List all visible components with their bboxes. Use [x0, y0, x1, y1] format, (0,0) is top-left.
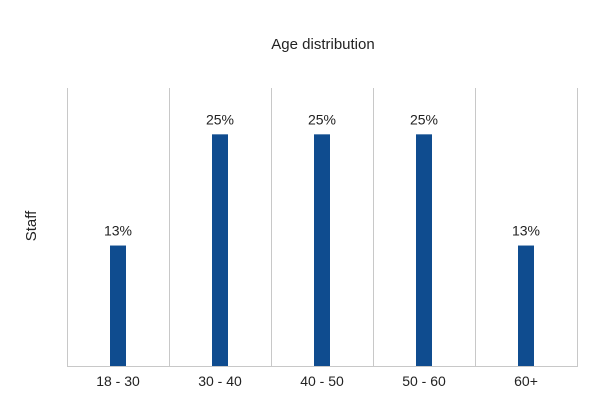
x-tick-label: 18 - 30	[96, 373, 140, 389]
data-labels: 13% 25% 25% 25% 13%	[104, 111, 540, 238]
bar	[416, 134, 432, 366]
data-label: 13%	[512, 223, 540, 239]
data-label: 13%	[104, 223, 132, 239]
data-label: 25%	[410, 111, 438, 127]
bar	[110, 245, 126, 366]
bar	[212, 134, 228, 366]
x-tick-label: 40 - 50	[300, 373, 344, 389]
x-tick-label: 30 - 40	[198, 373, 242, 389]
gridlines	[67, 88, 578, 367]
data-label: 25%	[308, 111, 336, 127]
bar	[314, 134, 330, 366]
bars	[110, 134, 534, 366]
data-label: 25%	[206, 111, 234, 127]
chart-title: Age distribution	[271, 36, 374, 53]
x-tick-labels: 18 - 30 30 - 40 40 - 50 50 - 60 60+	[96, 373, 538, 389]
x-tick-label: 60+	[514, 373, 538, 389]
bar	[518, 245, 534, 366]
y-axis-label: Staff	[23, 210, 40, 241]
x-tick-label: 50 - 60	[402, 373, 446, 389]
